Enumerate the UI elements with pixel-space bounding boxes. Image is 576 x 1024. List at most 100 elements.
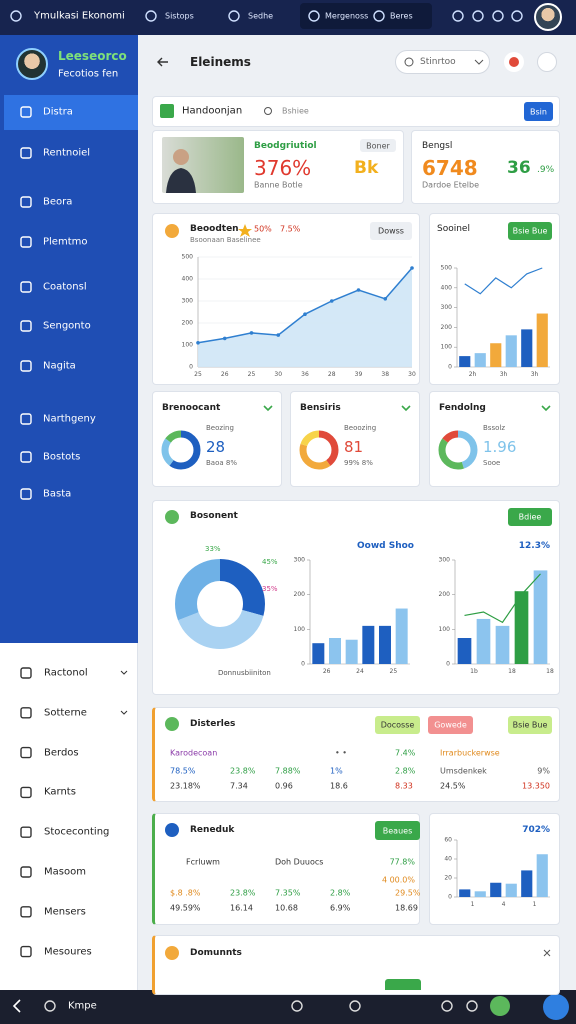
avatar[interactable] (534, 3, 562, 31)
stat: 50% (254, 224, 272, 234)
menu-item[interactable]: Beora (43, 196, 73, 208)
table-cell: 7.88% (275, 766, 301, 776)
table-cell: 23.8% (230, 766, 256, 776)
menu-item[interactable]: Distra (43, 106, 73, 118)
table-cell: 2.8% (330, 888, 351, 898)
menu-item[interactable]: Sotterne (44, 707, 87, 719)
app-icon[interactable] (490, 996, 510, 1016)
menu-item[interactable]: Karnts (44, 786, 76, 798)
home-button[interactable] (543, 994, 569, 1020)
stat-value: 36 (507, 158, 531, 178)
dropdown-label[interactable]: Stinrtoo (420, 57, 456, 67)
stat-value: Bk (354, 158, 379, 178)
search-placeholder[interactable]: Bshiee (282, 106, 309, 116)
bottom-bar (0, 990, 576, 1024)
stat-label: Beozing (206, 424, 234, 432)
menu-item[interactable]: Plemtmo (43, 236, 88, 248)
button[interactable] (375, 821, 420, 840)
table-cell: Karodecoan (170, 748, 218, 758)
button-label[interactable]: Beaues (382, 826, 413, 835)
button-label[interactable]: Bsin (530, 107, 547, 116)
stat-label: Bengsl (422, 141, 453, 151)
table-cell: 0.96 (275, 781, 293, 791)
menu-item[interactable]: Mensers (44, 906, 86, 918)
icon-button[interactable] (504, 52, 524, 72)
button[interactable] (508, 716, 552, 734)
menu-item[interactable]: Coatonsl (43, 281, 87, 293)
stat-note: Baoa 8% (206, 459, 237, 467)
button-label[interactable]: Dowss (378, 226, 404, 236)
button[interactable] (428, 716, 473, 734)
table-cell: 23.8% (230, 888, 256, 898)
card-title: Bensiris (300, 403, 341, 413)
button-label[interactable]: Boner (366, 141, 390, 150)
card-subtitle: Bsoonaan Baselinee (190, 236, 261, 244)
chart-title: Oowd Shoo (357, 541, 414, 551)
stat-sub: Dardoe Etelbe (422, 180, 479, 190)
tab[interactable]: Mergenoss (325, 11, 369, 21)
menu-item[interactable]: Bostots (43, 451, 81, 463)
card-title: Reneduk (190, 825, 235, 835)
chart-title: 12.3% (518, 541, 550, 551)
tab[interactable]: Sistops (165, 11, 194, 21)
sidebar-lower (0, 643, 138, 990)
table-cell: 78.5% (170, 766, 196, 776)
table-cell: 24.5% (440, 781, 466, 791)
stat-value: 28 (206, 438, 226, 456)
table-cell: 4 00.0% (381, 875, 415, 885)
profile-avatar (16, 48, 48, 80)
badge[interactable] (360, 139, 396, 152)
card-title: Brenoocant (162, 403, 221, 413)
card (152, 707, 560, 802)
button-label[interactable]: Bsie Bue (512, 226, 548, 236)
button[interactable] (370, 222, 412, 240)
button-label[interactable]: Bsie Bue (512, 720, 548, 730)
button-label[interactable]: Bdiee (518, 512, 542, 522)
menu-item[interactable]: Masoom (44, 866, 86, 878)
card-title: Disterles (190, 719, 236, 729)
table-cell: 10.68 (275, 903, 298, 913)
card (411, 130, 560, 204)
stat-note: Sooe (483, 459, 501, 467)
nav-label: Kmpe (68, 1000, 97, 1012)
menu-item[interactable]: Nagita (43, 360, 76, 372)
menu-item[interactable]: Narthgeny (43, 413, 96, 425)
button[interactable] (385, 979, 421, 990)
app-title: Ymulkasi Ekonomi (34, 10, 125, 22)
table-cell: Umsdenkek (440, 766, 487, 776)
button[interactable] (508, 508, 552, 526)
menu-item[interactable]: Mesoures (44, 946, 92, 958)
table-cell: Doh Duuocs (275, 857, 324, 867)
menu-item[interactable]: Rentnoiel (43, 147, 91, 159)
tab-group (300, 3, 432, 29)
table-cell: 29.5% (395, 888, 421, 898)
button[interactable] (524, 102, 553, 121)
icon-button[interactable] (537, 52, 557, 72)
menu-item[interactable]: Ractonol (44, 667, 88, 679)
card-title: Bosonent (190, 511, 238, 521)
card-title: Handoonjan (182, 105, 243, 117)
table-cell: 16.14 (230, 903, 253, 913)
button[interactable] (508, 222, 552, 240)
stat-label: Bssolz (483, 424, 505, 432)
card-title: Beoodten (190, 224, 239, 234)
menu-item[interactable]: Basta (43, 488, 72, 500)
tab[interactable]: Sedhe (248, 11, 274, 21)
stat-label: Beodgriutiol (254, 141, 317, 151)
button-label[interactable]: Docosse (380, 720, 415, 730)
menu-item[interactable]: Stoceconting (44, 826, 110, 838)
button[interactable] (375, 716, 420, 734)
table-cell: 6.9% (330, 903, 351, 913)
tab[interactable]: Beres (390, 11, 413, 21)
table-cell: 2.8% (395, 766, 416, 776)
table-cell: 7.34 (230, 781, 248, 791)
button-label[interactable]: Gowede (434, 720, 467, 730)
stat-value: 6748 (422, 156, 478, 180)
stat-label: Beoozing (344, 424, 377, 432)
stat-value: 376% (254, 156, 312, 180)
stat-value: 1.96 (483, 438, 517, 456)
table-cell: 23.18% (170, 781, 201, 791)
menu-item[interactable]: Berdos (44, 747, 79, 759)
menu-item[interactable]: Sengonto (43, 320, 91, 332)
